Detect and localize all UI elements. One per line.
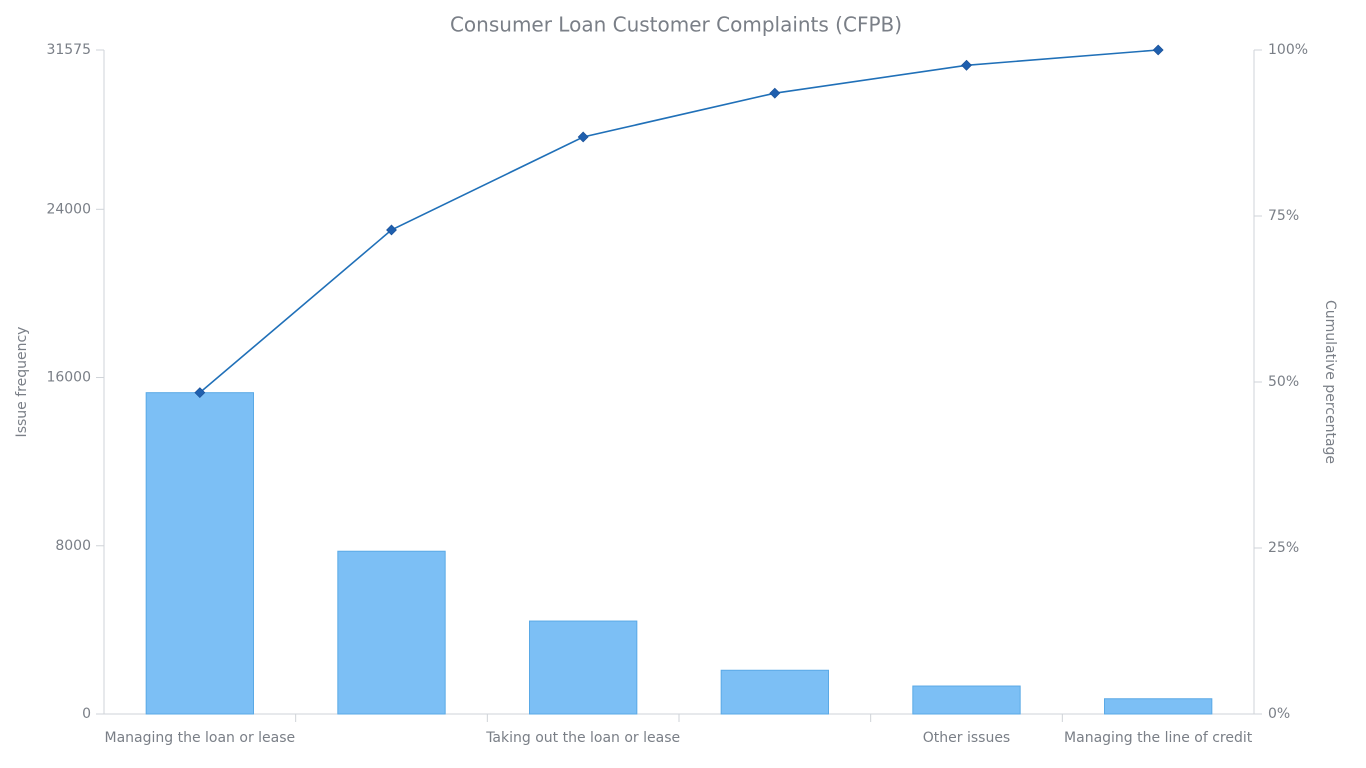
bar xyxy=(529,620,638,715)
y2-tick-label: 75% xyxy=(1268,208,1299,224)
x-tick-label: Managing the line of credit xyxy=(1064,730,1253,746)
cumulative-line xyxy=(199,49,1159,394)
x-tick-label: Taking out the loan or lease xyxy=(485,730,680,746)
line-marker xyxy=(961,59,972,71)
bar xyxy=(145,392,255,715)
x-tick-label: Managing the loan or lease xyxy=(105,730,296,746)
y2-tick-label: 0% xyxy=(1268,706,1290,722)
bar xyxy=(337,550,446,715)
y2-tick-label: 50% xyxy=(1268,374,1299,390)
line-marker xyxy=(1152,44,1164,56)
bar xyxy=(720,669,830,715)
line-marker xyxy=(577,131,589,143)
y-tick-label: 31575 xyxy=(46,42,91,58)
line-marker xyxy=(769,87,781,99)
bar xyxy=(912,685,1021,715)
y-tick-label: 8000 xyxy=(55,538,91,554)
x-tick-label: Other issues xyxy=(923,730,1010,746)
y2-tick-label: 100% xyxy=(1268,42,1308,58)
y-tick-label: 24000 xyxy=(46,201,91,217)
y2-axis-title: Cumulative percentage xyxy=(1322,300,1338,464)
line-marker xyxy=(386,224,397,236)
line-marker xyxy=(194,387,206,399)
y-tick-label: 16000 xyxy=(46,370,91,386)
y-axis-title: Issue frequency xyxy=(14,327,30,438)
y-tick-label: 0 xyxy=(82,706,91,722)
chart-title: Consumer Loan Customer Complaints (CFPB) xyxy=(450,13,902,37)
y2-tick-label: 25% xyxy=(1268,540,1299,556)
bar xyxy=(1104,698,1213,715)
